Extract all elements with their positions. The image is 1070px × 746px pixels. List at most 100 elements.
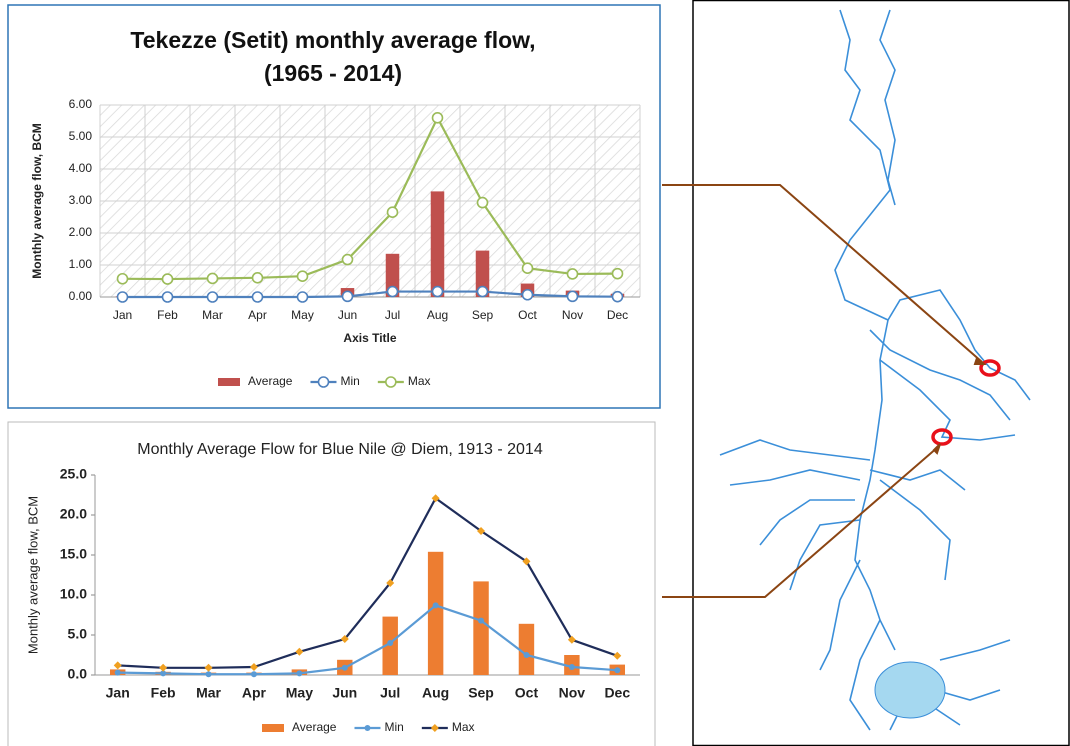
arrows [662,184,987,598]
marker [431,285,444,298]
x-tick-label: Apr [242,685,267,701]
marker [523,652,530,658]
marker [295,647,304,656]
y-tick-label: 0.0 [68,666,88,682]
x-tick-label: Nov [562,308,583,322]
marker [387,640,394,646]
x-tick-label: Jul [385,308,400,322]
marker [611,267,624,280]
x-tick-label: Jan [113,308,132,322]
site-marker [931,428,953,446]
rivers [719,9,1031,731]
x-tick-label: Mar [196,685,221,701]
marker [161,273,174,285]
marker [431,494,440,503]
marker [341,664,348,671]
marker [249,663,258,671]
x-tick-label: Jun [332,685,357,701]
marker [340,635,349,643]
y-tick-label: 2.00 [69,225,93,239]
legend-label: Max [408,374,431,388]
marker [566,290,579,303]
bar [430,191,445,297]
marker [205,671,212,678]
marker [476,285,489,298]
marker [114,669,121,676]
x-tick-label: Mar [202,308,223,322]
x-axis-label: Axis Title [343,331,396,345]
marker [159,663,168,672]
x-tick-label: Oct [515,685,539,701]
x-tick-label: Jul [380,685,400,701]
x-tick-label: Dec [607,308,628,322]
y-tick-label: 5.00 [69,129,93,143]
y-tick-label: 15.0 [60,546,87,562]
x-tick-label: Aug [427,308,448,322]
bar [427,551,444,675]
marker [116,272,129,285]
x-tick-label: Apr [248,308,267,322]
legend-swatch [218,378,240,386]
marker [296,270,309,283]
marker [341,253,354,266]
chart-title: Tekezze (Setit) monthly average flow, (1… [130,27,536,86]
x-tick-label: May [291,308,314,322]
bar [475,250,490,297]
x-tick-label: Dec [604,685,630,701]
marker [296,291,309,303]
marker [432,602,439,609]
marker [566,268,579,280]
legend-label: Max [452,720,475,734]
chart-title: Monthly Average Flow for Blue Nile @ Die… [137,441,543,458]
marker [431,112,444,124]
marker [614,667,621,674]
y-tick-label: 20.0 [60,506,87,522]
chart-frame [7,421,656,746]
marker [341,290,354,303]
marker [476,196,489,209]
x-tick-label: Aug [422,685,449,701]
y-tick-label: 1.00 [69,257,93,271]
x-tick-label: Feb [157,308,178,322]
marker [430,724,439,732]
marker [613,651,622,660]
marker [161,291,174,303]
marker [477,527,486,535]
line [117,604,618,676]
x-tick-label: Sep [468,685,494,701]
marker [116,291,129,303]
x-tick-label: Feb [151,685,176,701]
y-tick-label: 3.00 [69,193,93,207]
y-tick-label: 6.00 [69,97,93,111]
marker [567,635,576,644]
marker [206,272,219,285]
bar [385,253,400,297]
marker [204,663,213,672]
bar [518,623,535,675]
marker [386,579,395,587]
legend-label: Average [248,374,293,388]
marker [296,670,303,677]
line [117,496,618,669]
marker [113,661,122,670]
marker [568,664,575,670]
bar [473,581,489,675]
marker [317,376,330,388]
x-tick-label: Oct [518,308,537,322]
legend-swatch [262,724,284,732]
y-tick-label: 0.00 [69,289,93,303]
legend-label: Min [384,720,403,734]
y-tick-label: 25.0 [60,466,87,482]
x-tick-label: Jun [338,308,357,322]
marker [160,670,167,677]
marker [206,291,219,303]
y-tick-label: 5.0 [68,626,88,642]
marker [522,557,531,566]
marker [251,291,264,303]
marker [386,285,399,298]
y-axis-label: Monthly average flow, BCM [30,123,44,279]
marker [250,671,257,678]
x-tick-label: Jan [106,685,130,701]
site-marker [979,359,1001,377]
